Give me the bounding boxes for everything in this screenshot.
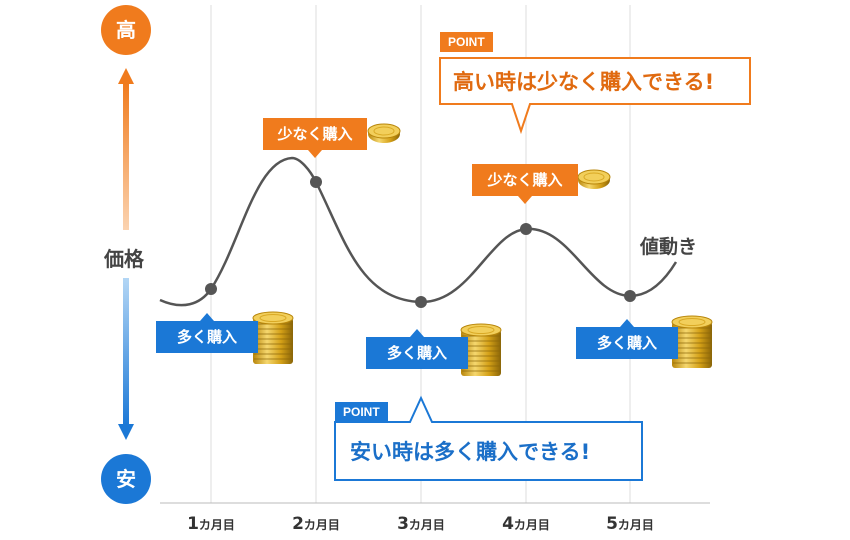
arrow-down-icon (118, 278, 134, 440)
price-axis-label: 価格 (104, 247, 144, 271)
arrow-up-icon (118, 68, 134, 230)
point-top-box (439, 57, 751, 135)
point-text-top: 高い時は少なく購入できる! (453, 70, 715, 94)
coin-icon (577, 169, 611, 190)
month-label-3: 3カ月目 (397, 514, 445, 534)
point-bottom-box (334, 395, 643, 481)
buy-less-callout: 少なく購入 (472, 164, 578, 204)
month-label-2: 2カ月目 (292, 514, 340, 534)
month-label-1: 1カ月目 (187, 514, 235, 534)
price-curve (159, 156, 678, 307)
point-tag-top: POINT (440, 32, 493, 52)
purchase-points (205, 176, 636, 308)
low-price-badge: 安 (101, 454, 151, 504)
coin-icon (367, 123, 401, 144)
buy-more-callout: 多く購入 (156, 313, 258, 353)
point-text-bottom: 安い時は多く購入できる! (350, 440, 591, 464)
price-movement-label: 値動き (640, 236, 698, 258)
month-label-5: 5カ月目 (606, 514, 654, 534)
point-tag-bottom: POINT (335, 402, 388, 422)
buy-more-callout: 多く購入 (366, 329, 468, 369)
buy-less-callout: 少なく購入 (263, 118, 367, 158)
high-price-badge: 高 (101, 5, 151, 55)
coin-stack-icon (671, 315, 713, 369)
coin-stack-icon (252, 311, 294, 365)
month-label-4: 4カ月目 (502, 514, 550, 534)
buy-more-callout: 多く購入 (576, 319, 678, 359)
